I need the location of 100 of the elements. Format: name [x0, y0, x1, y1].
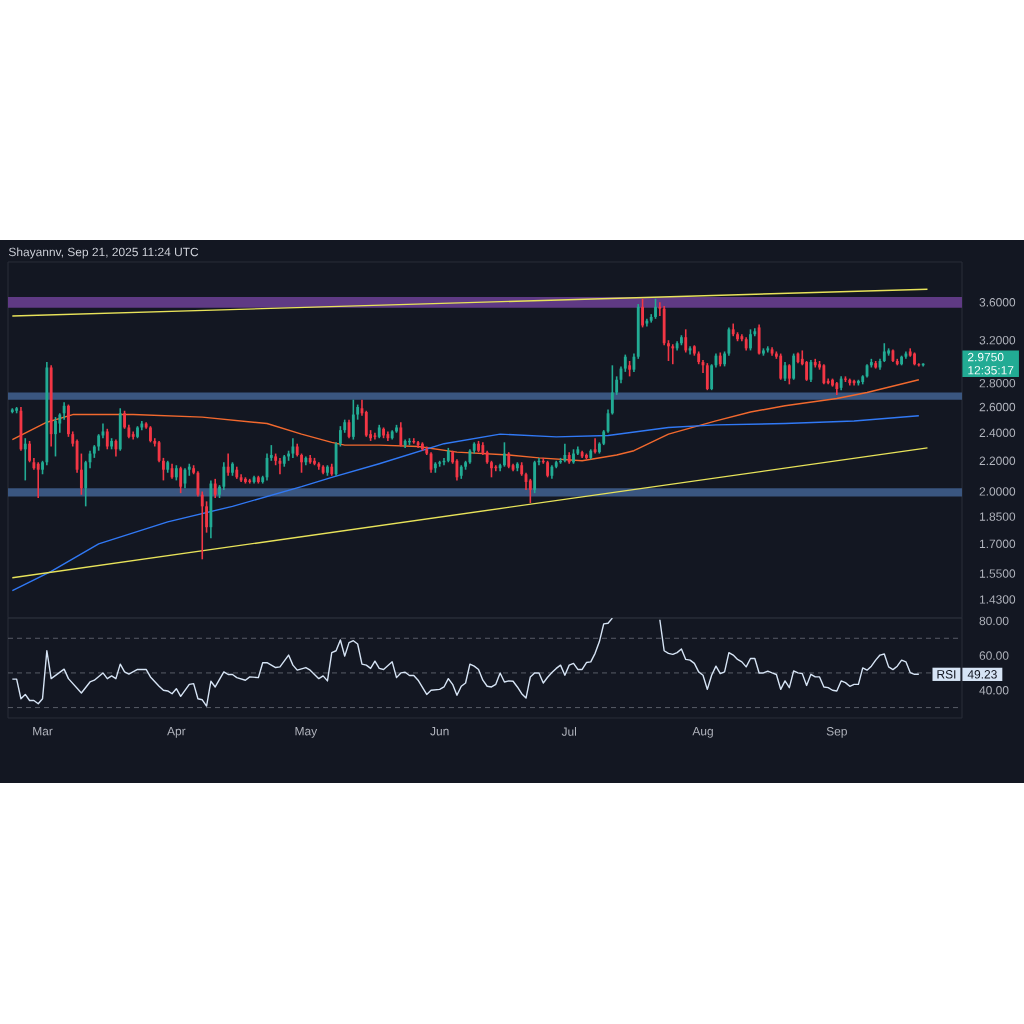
x-tick-label: Aug [692, 727, 713, 738]
candlestick [779, 352, 783, 381]
y-tick-label: 3.2000 [979, 335, 1016, 345]
candlestick [399, 421, 403, 448]
candlestick [351, 398, 355, 441]
candlestick [464, 460, 467, 471]
candlestick [105, 428, 109, 451]
candlestick [792, 352, 796, 381]
y-tick-label: 2.2000 [979, 456, 1016, 466]
candlestick [326, 464, 329, 477]
candlestick [131, 430, 135, 441]
candlestick [231, 461, 234, 477]
text: 49.23 [967, 670, 997, 679]
candlestick [723, 350, 727, 368]
candlestick [585, 452, 588, 461]
y-tick-label: 1.7000 [979, 539, 1016, 549]
candlestick [749, 328, 752, 352]
y-tick-label: 2.4000 [979, 428, 1016, 438]
candlestick [123, 409, 126, 430]
y-tick-label: 40.00 [979, 686, 1009, 695]
candlestick [822, 363, 826, 386]
candlestick [67, 403, 70, 438]
x-tick-label: Jul [561, 727, 577, 736]
candlestick [149, 425, 152, 444]
candlestick [805, 360, 809, 382]
candlestick [79, 452, 83, 496]
candlestick [913, 351, 916, 367]
x-tick-label: Mar [33, 727, 53, 736]
candlestick [54, 416, 57, 458]
candlestick [503, 441, 506, 468]
candlestick [658, 301, 662, 317]
chart-title: Shayannv, Sep 21, 2025 11:24 UTC [8, 247, 199, 259]
y-tick-label: 2.0000 [979, 487, 1016, 496]
candlestick [787, 363, 791, 386]
candlestick [546, 460, 550, 479]
candlestick [364, 409, 368, 438]
y-tick-label: 1.4300 [979, 595, 1016, 604]
candlestick [705, 362, 709, 391]
candlestick [28, 440, 32, 464]
candlestick [200, 490, 204, 561]
candlestick [136, 425, 139, 439]
candlestick [762, 347, 765, 357]
candlestick [161, 457, 165, 482]
y-tick-label: 1.5500 [979, 569, 1016, 578]
candlestick [226, 452, 230, 477]
y-tick-label: 3.6000 [979, 298, 1016, 307]
line-series [11, 415, 920, 592]
candlestick [36, 461, 40, 499]
text: 2.9750 [968, 352, 1004, 362]
candlestick [291, 437, 295, 459]
candlestick [844, 375, 847, 383]
candlestick [684, 328, 688, 354]
candlestick [58, 412, 62, 434]
candlestick [420, 441, 424, 452]
candlestick [882, 342, 886, 363]
candlestick [572, 448, 575, 465]
candlestick [157, 440, 161, 464]
x-tick-label: Jun [430, 727, 449, 736]
candlestick [313, 457, 316, 467]
candlestick [490, 460, 493, 479]
y-tick-label: 60.00 [979, 651, 1009, 660]
candlestick [563, 442, 567, 464]
candlestick [205, 500, 208, 534]
candlestick [41, 460, 44, 476]
candlestick [528, 478, 532, 504]
candlestick [597, 441, 601, 455]
x-tick-label: Apr [167, 727, 186, 738]
candlestick [222, 461, 226, 491]
candlestick [667, 339, 670, 362]
candlestick [373, 432, 377, 441]
y-tick-label: 2.8000 [979, 378, 1016, 388]
candlestick [671, 343, 675, 366]
line-series [11, 379, 920, 462]
candlestick [213, 478, 217, 499]
candlestick [831, 377, 834, 388]
y-tick-label: 80.00 [979, 616, 1009, 626]
x-tick-label: Sep [826, 727, 847, 738]
candlestick [395, 424, 398, 434]
candlestick [382, 426, 385, 439]
y-tick-label: 1.8500 [979, 512, 1016, 521]
text: 12:35:17 [968, 366, 1014, 375]
candlestick [641, 297, 644, 329]
candlestick [300, 452, 303, 474]
candlestick [900, 354, 903, 367]
candlestick [477, 440, 480, 453]
candlestick [218, 484, 221, 499]
candlestick [110, 437, 114, 451]
candlestick [736, 331, 739, 343]
candlestick [338, 425, 342, 448]
candlestick [710, 363, 714, 391]
candlestick [23, 437, 27, 482]
candlestick [244, 476, 247, 485]
x-tick-label: May [295, 727, 318, 738]
y-tick-label: 2.6000 [979, 402, 1016, 412]
candlestick [610, 364, 614, 416]
candlestick [766, 345, 770, 354]
candlestick [679, 334, 683, 347]
legend-label: RSI [937, 670, 956, 679]
candlestick [615, 375, 619, 396]
candlestick [654, 297, 657, 320]
